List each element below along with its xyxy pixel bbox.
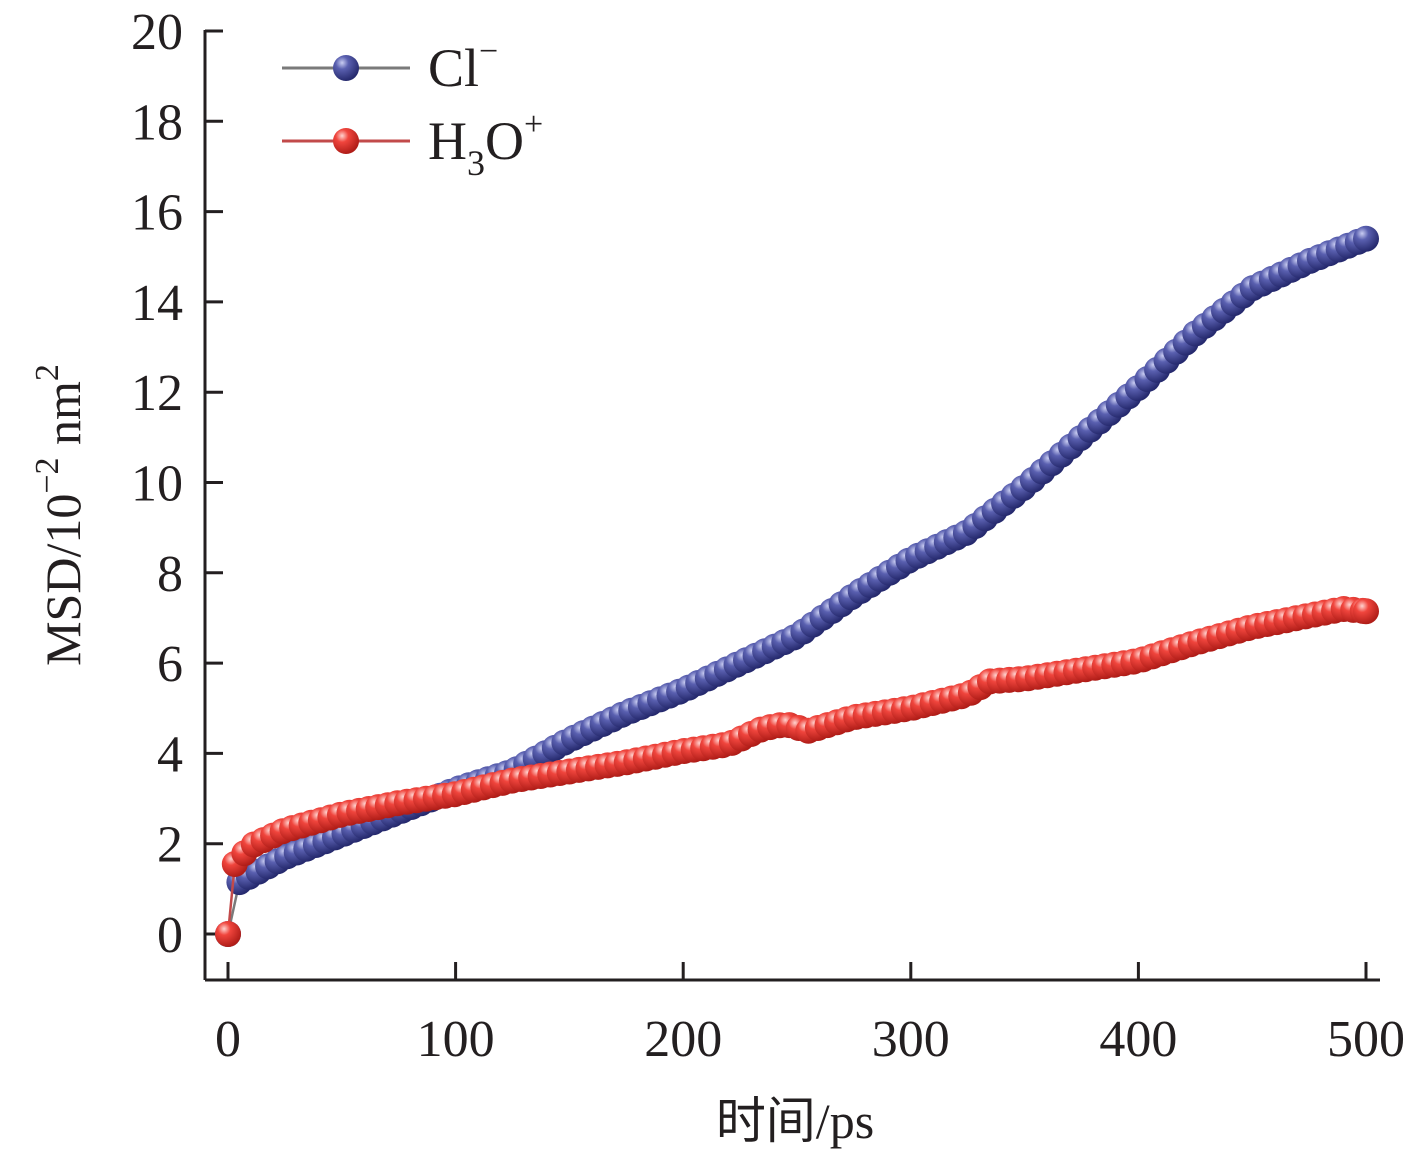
y-tick-label: 14 <box>131 275 183 332</box>
series-cl <box>215 225 1379 947</box>
data-point-cl <box>1353 225 1379 252</box>
legend-label-cl: Cl− <box>428 33 498 98</box>
legend: Cl− H3O+ <box>282 33 543 183</box>
y-tick-label: 12 <box>131 365 183 422</box>
y-tick-label: 2 <box>157 817 183 874</box>
legend-label-h3o: H3O+ <box>428 106 543 183</box>
y-ticks: 0 2 4 6 8 10 12 14 16 18 20 <box>131 4 223 964</box>
legend-marker-cl <box>333 55 359 81</box>
y-axis-title: MSD/10−2 nm2 <box>29 364 91 666</box>
y-tick-label: 0 <box>157 907 183 964</box>
data-point-h3o <box>215 921 241 947</box>
legend-item-h3o: H3O+ <box>282 106 543 183</box>
series-h3o <box>215 596 1379 947</box>
y-tick-label: 4 <box>157 726 183 783</box>
series-layer <box>215 225 1379 947</box>
series-line-h3o <box>226 607 1367 935</box>
y-tick-label: 18 <box>131 94 183 151</box>
y-tick-label: 16 <box>131 185 183 242</box>
x-ticks: 0 100 200 300 400 500 <box>215 962 1405 1068</box>
legend-marker-h3o <box>333 128 359 154</box>
x-tick-label: 0 <box>215 1011 241 1068</box>
x-tick-label: 100 <box>417 1011 495 1068</box>
y-tick-label: 10 <box>131 456 183 513</box>
y-tick-label: 8 <box>157 546 183 603</box>
legend-item-cl: Cl− <box>282 33 498 98</box>
y-tick-label: 20 <box>131 4 183 61</box>
axes: 0 2 4 6 8 10 12 14 16 18 20 0 100 200 300 400 500 <box>131 4 1405 1068</box>
x-axis-title: 时间/ps <box>716 1093 874 1149</box>
x-tick-label: 400 <box>1099 1011 1177 1068</box>
x-tick-label: 200 <box>644 1011 722 1068</box>
y-tick-label: 6 <box>157 636 183 693</box>
x-tick-label: 300 <box>872 1011 950 1068</box>
x-tick-label: 500 <box>1327 1011 1405 1068</box>
data-point-h3o <box>1353 598 1379 625</box>
